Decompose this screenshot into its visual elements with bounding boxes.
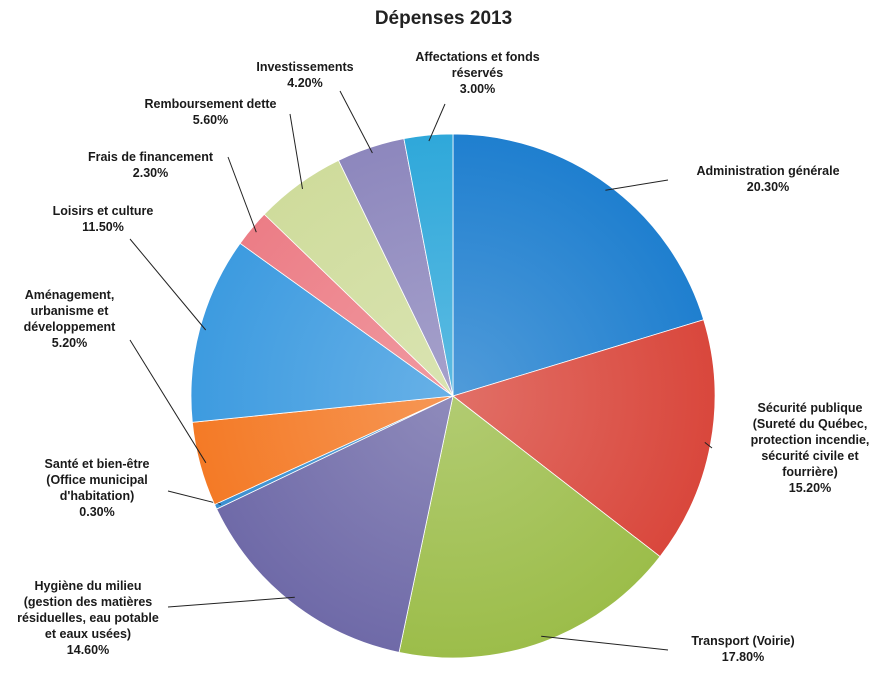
slice-value: 5.20% bbox=[51, 336, 88, 350]
slice-value: 4.20% bbox=[287, 76, 323, 90]
slice-label: Affectations et fonds réservés 3.00% bbox=[385, 49, 570, 97]
slice-name: Remboursement dette bbox=[144, 97, 277, 111]
slice-name: Frais de financement bbox=[87, 150, 214, 164]
slice-label: Administration générale 20.30% bbox=[668, 163, 868, 195]
slice-label: Transport (Voirie) 17.80% bbox=[668, 633, 818, 665]
leader-line bbox=[541, 635, 669, 651]
slice-label: Frais de financement 2.30% bbox=[68, 149, 233, 181]
slice-value: 0.30% bbox=[79, 505, 115, 519]
slice-label: Investissements 4.20% bbox=[240, 59, 370, 91]
slice-label: Aménagement, urbanisme et développement 5… bbox=[2, 287, 137, 351]
slice-value: 14.60% bbox=[66, 643, 110, 657]
slice-name: Loisirs et culture bbox=[52, 204, 154, 218]
pie-slice bbox=[398, 395, 661, 659]
pie-slice bbox=[452, 133, 705, 397]
leader-line bbox=[129, 339, 207, 464]
slice-value: 5.60% bbox=[192, 113, 229, 127]
slice-value: 20.30% bbox=[746, 180, 790, 194]
slice-value: 17.80% bbox=[721, 650, 765, 664]
slice-name: Hygiène du milieu (gestion des matières … bbox=[17, 579, 159, 641]
leader-line bbox=[167, 596, 295, 608]
slice-value: 15.20% bbox=[788, 481, 832, 495]
slice-value: 11.50% bbox=[82, 220, 124, 234]
slice-name: Santé et bien-être (Office municipal d'h… bbox=[44, 457, 150, 503]
slice-name: Investissements bbox=[256, 60, 354, 74]
slice-name: Sécurité publique (Sureté du Québec, pro… bbox=[750, 401, 870, 479]
chart-title: Dépenses 2013 bbox=[374, 8, 513, 29]
leader-line bbox=[605, 179, 669, 191]
leader-line bbox=[428, 103, 446, 142]
slice-name: Aménagement, urbanisme et développement bbox=[23, 288, 116, 334]
leader-line bbox=[289, 113, 303, 189]
pie-slice bbox=[216, 395, 454, 653]
leader-line bbox=[339, 90, 373, 154]
slice-name: Affectations et fonds réservés bbox=[415, 50, 540, 80]
slice-name: Administration générale bbox=[696, 164, 840, 178]
pie-slice bbox=[403, 133, 454, 397]
slice-value: 3.00% bbox=[459, 82, 496, 96]
pie-slice bbox=[190, 242, 455, 423]
leader-line bbox=[129, 238, 207, 331]
slice-value: 2.30% bbox=[132, 166, 169, 180]
slice-label: Santé et bien-être (Office municipal d'h… bbox=[22, 456, 172, 520]
slice-name: Transport (Voirie) bbox=[691, 634, 795, 648]
leader-line bbox=[227, 156, 257, 233]
slice-label: Hygiène du milieu (gestion des matières … bbox=[8, 578, 168, 658]
slice-label: Sécurité publique (Sureté du Québec, pro… bbox=[735, 400, 885, 496]
slice-label: Remboursement dette 5.60% bbox=[128, 96, 293, 128]
leader-line bbox=[167, 490, 222, 505]
leader-line bbox=[704, 442, 713, 449]
pie-slice bbox=[452, 319, 716, 558]
slice-label: Loisirs et culture 11.50% bbox=[28, 203, 178, 235]
